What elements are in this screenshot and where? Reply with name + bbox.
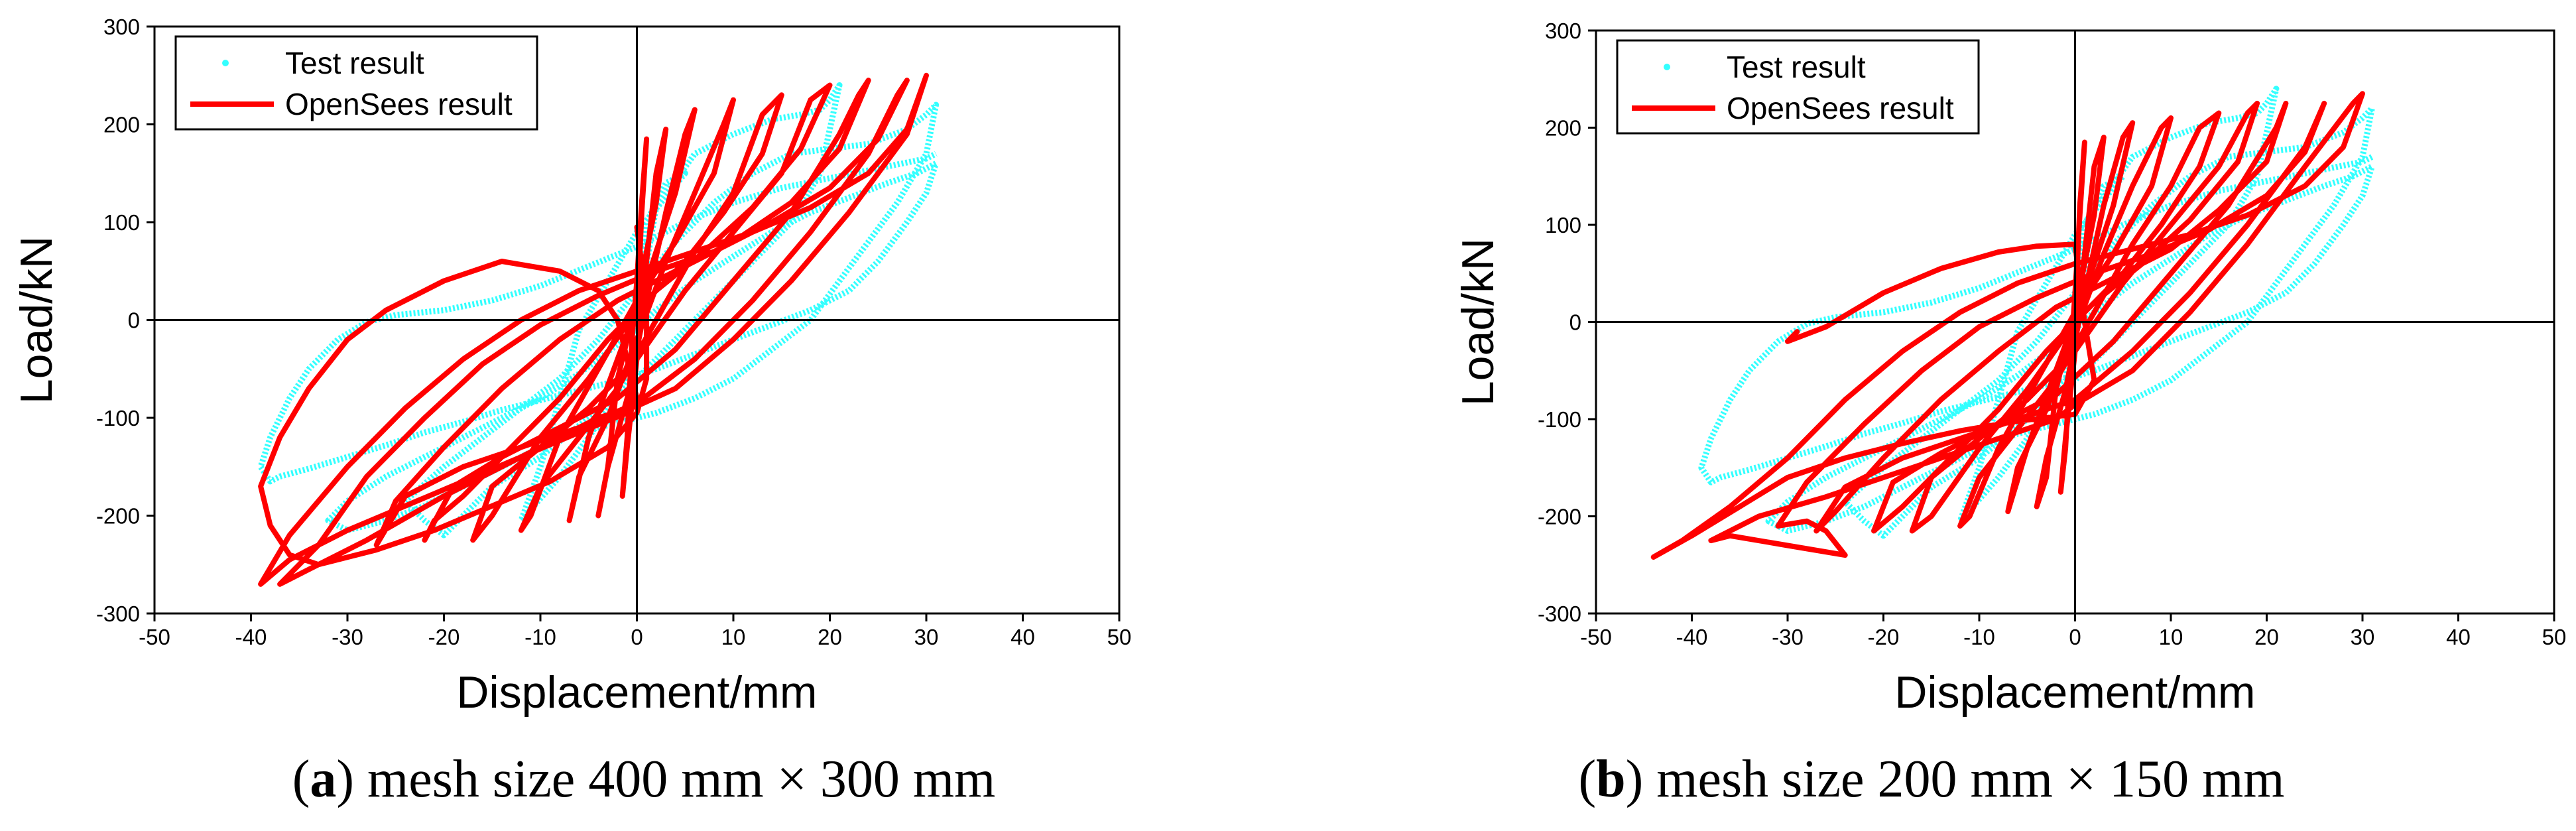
x-tick-label-b: -50 — [1580, 625, 1612, 649]
x-tick-label-b: 40 — [2446, 625, 2471, 649]
x-tick-label-a: -20 — [428, 625, 460, 649]
y-tick-label-b: -300 — [1538, 602, 1581, 626]
y-tick-label-a: 200 — [103, 113, 140, 137]
y-tick-label-a: 300 — [103, 15, 140, 39]
chart-a: -50 -40 -30 -20 -10 0 10 20 30 40 50-300-200-10001… — [11, 15, 1131, 718]
x-tick-label-a: -10 — [524, 625, 556, 649]
x-tick-label-a: 0 — [631, 625, 643, 649]
x-tick-label-b: 30 — [2351, 625, 2375, 649]
x-tick-label-b: 50 — [2542, 625, 2567, 649]
y-tick-label-b: 0 — [1569, 310, 1581, 335]
legend-marker-test-result-a — [222, 60, 229, 66]
caption-b-letter: b — [1596, 750, 1626, 808]
x-tick-label-b: -40 — [1676, 625, 1708, 649]
x-tick-label-a: 10 — [721, 625, 746, 649]
x-tick-label-a: 30 — [914, 625, 939, 649]
y-tick-label-a: -100 — [96, 406, 140, 430]
legend-marker-test-result-b — [1664, 64, 1670, 70]
y-tick-label-b: 100 — [1545, 213, 1581, 237]
y-tick-label-b: 300 — [1545, 19, 1581, 43]
x-tick-label-a: 20 — [818, 625, 842, 649]
x-tick-label-a: 40 — [1011, 625, 1035, 649]
chart-b: -50 -40 -30 -20 -10 0 10 20 30 40 50-300-200-10001… — [1453, 19, 2566, 718]
y-tick-label-b: -100 — [1538, 407, 1581, 432]
x-tick-label-a: -40 — [235, 625, 267, 649]
x-tick-label-b: -20 — [1868, 625, 1900, 649]
series-test-result-path-b — [1698, 86, 2375, 539]
y-tick-label-a: 100 — [103, 210, 140, 235]
x-tick-label-a: 50 — [1107, 625, 1132, 649]
x-tick-label-b: 10 — [2159, 625, 2183, 649]
y-axis-title-b: Load/kN — [1453, 238, 1503, 406]
x-tick-label-a: -50 — [139, 625, 170, 649]
y-axis-title-a: Load/kN — [11, 236, 62, 404]
y-tick-label-b: -200 — [1538, 505, 1581, 529]
y-tick-label-a: 0 — [128, 308, 140, 333]
caption-a-letter: a — [310, 750, 337, 808]
legend-label-test-result-b: Test result — [1727, 50, 1866, 84]
legend-label-opensees-result-b: OpenSees result — [1727, 91, 1954, 125]
series-opensees-result-path-b — [1650, 91, 2365, 560]
caption-b: (b) mesh size 200 mm × 150 mm — [1578, 750, 2285, 808]
legend-label-test-result-a: Test result — [285, 46, 424, 80]
x-tick-label-b: -30 — [1772, 625, 1804, 649]
x-tick-label-b: 20 — [2254, 625, 2279, 649]
x-tick-label-b: 0 — [2069, 625, 2081, 649]
legend-box-a — [174, 35, 538, 131]
x-tick-label-a: -30 — [332, 625, 363, 649]
y-tick-label-a: -300 — [96, 602, 140, 626]
x-axis-title-b: Displacement/mm — [1894, 667, 2255, 718]
caption-a-text: mesh size 400 mm × 300 mm — [367, 750, 996, 808]
y-tick-label-b: 200 — [1545, 116, 1581, 141]
x-axis-title-a: Displacement/mm — [456, 667, 817, 718]
legend-label-opensees-result-a: OpenSees result — [285, 87, 513, 121]
x-tick-label-b: -10 — [1963, 625, 1995, 649]
y-tick-label-a: -200 — [96, 504, 140, 529]
caption-a: (a) mesh size 400 mm × 300 mm — [292, 750, 996, 808]
series-opensees-result-path-a — [258, 72, 929, 587]
legend-box-b — [1616, 39, 1980, 135]
caption-b-text: mesh size 200 mm × 150 mm — [1656, 750, 2285, 808]
